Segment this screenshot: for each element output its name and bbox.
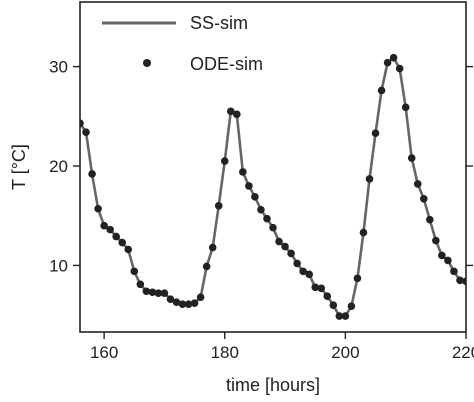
data-point-ode-sim: [160, 289, 169, 298]
y-tick-label: 30: [49, 58, 68, 77]
data-point-ode-sim: [80, 119, 84, 128]
data-point-ode-sim: [196, 293, 205, 302]
data-point-ode-sim: [88, 170, 96, 178]
data-point-ode-sim: [82, 128, 90, 137]
data-point-ode-sim: [395, 64, 404, 73]
data-point-ode-sim: [383, 58, 392, 67]
data-point-ode-sim: [365, 175, 374, 183]
data-point-ode-sim: [419, 195, 428, 203]
data-point-ode-sim: [413, 180, 422, 188]
y-tick-label: 10: [49, 256, 68, 275]
plot-area: [80, 53, 466, 320]
data-point-ode-sim: [353, 274, 362, 283]
data-point-ode-sim: [100, 221, 108, 230]
x-tick-label: 160: [90, 343, 118, 362]
legend-label-ss-sim: SS-sim: [190, 13, 248, 33]
data-point-ode-sim: [172, 298, 181, 306]
data-point-ode-sim: [438, 251, 446, 260]
data-point-ode-sim: [245, 182, 253, 190]
data-point-ode-sim: [444, 256, 452, 265]
data-point-ode-sim: [462, 277, 466, 286]
data-point-ode-sim: [214, 201, 223, 210]
data-point-ode-sim: [166, 295, 175, 304]
data-point-ode-sim: [450, 267, 458, 276]
legend-label-ode-sim: ODE-sim: [190, 54, 263, 74]
data-point-ode-sim: [94, 204, 102, 213]
data-point-ode-sim: [281, 242, 289, 251]
data-point-ode-sim: [335, 312, 344, 320]
data-point-ode-sim: [305, 270, 313, 279]
data-point-ode-sim: [190, 299, 199, 307]
plot-frame: [79, 1, 467, 333]
series-line-ss-sim: [80, 56, 466, 318]
data-point-ode-sim: [389, 53, 398, 62]
data-point-ode-sim: [287, 249, 295, 258]
data-point-ode-sim: [184, 300, 193, 308]
data-point-ode-sim: [311, 283, 320, 292]
axis-ticks: 160 180 200 220 10 20 30: [49, 58, 474, 362]
y-axis-title: T [°C]: [9, 144, 29, 190]
x-axis-title: time [hours]: [226, 375, 320, 395]
data-point-ode-sim: [112, 232, 120, 241]
data-point-ode-sim: [456, 276, 464, 285]
legend: SS-sim ODE-sim: [102, 13, 263, 74]
data-point-ode-sim: [136, 280, 145, 289]
data-point-ode-sim: [142, 287, 151, 296]
data-point-ode-sim: [130, 267, 139, 276]
data-point-ode-sim: [154, 289, 163, 298]
legend-point-marker: [143, 59, 151, 67]
data-point-ode-sim: [148, 288, 157, 297]
data-point-ode-sim: [432, 236, 440, 245]
data-point-ode-sim: [263, 214, 271, 223]
data-point-ode-sim: [269, 223, 277, 232]
data-point-ode-sim: [401, 103, 410, 112]
data-point-ode-sim: [106, 225, 114, 234]
data-point-ode-sim: [426, 215, 434, 224]
data-point-ode-sim: [329, 301, 338, 309]
data-point-ode-sim: [275, 237, 283, 246]
data-point-ode-sim: [371, 129, 380, 137]
data-point-ode-sim: [226, 107, 235, 116]
data-point-ode-sim: [299, 267, 307, 276]
data-point-ode-sim: [323, 292, 332, 301]
data-point-ode-sim: [341, 312, 350, 320]
data-point-ode-sim: [202, 262, 211, 271]
data-point-ode-sim: [293, 259, 301, 268]
y-tick-label: 20: [49, 157, 68, 176]
data-point-ode-sim: [317, 284, 326, 293]
x-tick-label: 220: [452, 343, 474, 362]
data-point-ode-sim: [233, 110, 241, 119]
data-point-ode-sim: [257, 205, 265, 214]
data-point-ode-sim: [407, 154, 416, 162]
data-point-ode-sim: [118, 238, 127, 247]
data-point-ode-sim: [220, 157, 229, 165]
data-point-ode-sim: [178, 300, 187, 308]
x-tick-label: 200: [331, 343, 359, 362]
data-point-ode-sim: [239, 168, 247, 176]
data-point-ode-sim: [208, 243, 217, 252]
data-point-ode-sim: [347, 302, 356, 310]
data-point-ode-sim: [251, 193, 259, 201]
data-point-ode-sim: [359, 228, 368, 237]
data-point-ode-sim: [124, 245, 133, 254]
data-point-ode-sim: [377, 86, 386, 95]
x-tick-label: 180: [211, 343, 239, 362]
